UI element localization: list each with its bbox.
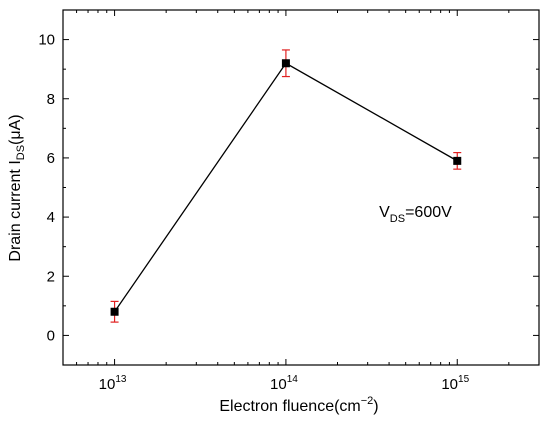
data-points [110,59,462,316]
y-tick-label: 4 [47,209,55,226]
y-tick-label: 0 [47,327,55,344]
y-tick-label: 6 [47,150,55,167]
x-tick-label: 1014 [270,374,298,393]
tick-labels: 0 2 4 6 8 10 1013 1014 1015 [38,32,469,393]
error-bars [110,49,462,323]
y-tick-label: 8 [47,91,55,108]
axis-ticks [63,9,539,366]
y-axis-label: Drain current IDS(μA) [7,114,27,261]
vds-annotation: VDS=600V [379,204,452,225]
x-tick-label: 1015 [441,374,469,393]
data-point [110,307,119,316]
x-tick-label: 1013 [99,374,127,393]
y-tick-label: 2 [47,268,55,285]
series-line-path [114,62,458,313]
x-axis-label: Electron fluence(cm−2) [219,395,378,415]
y-tick-label: 10 [38,32,55,49]
series-line [114,62,458,313]
data-point [453,156,462,165]
plot-frame [62,9,540,366]
data-point [281,59,290,68]
